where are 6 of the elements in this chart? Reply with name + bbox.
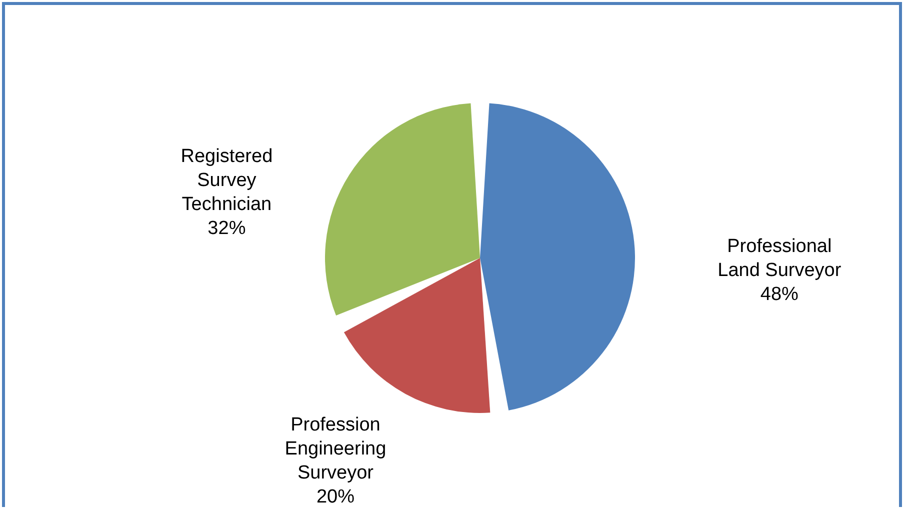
data-label: 32% <box>208 218 246 240</box>
data-label: 48% <box>760 284 799 306</box>
slice-label: Registered Survey Technician <box>180 146 273 216</box>
data-label: 20% <box>316 486 355 508</box>
slice-label: Profession Engineering Surveyor <box>284 414 386 484</box>
slice-label: Professional Land Surveyor <box>718 236 842 282</box>
